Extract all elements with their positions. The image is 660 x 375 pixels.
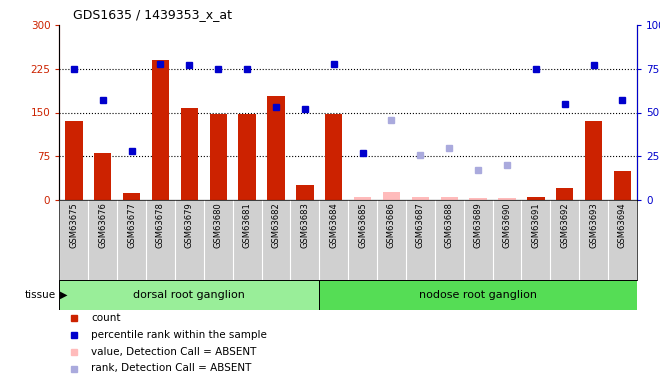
Text: GSM63679: GSM63679: [185, 202, 194, 248]
Bar: [354, 197, 371, 200]
Bar: [181, 108, 198, 200]
Bar: [65, 121, 82, 200]
Text: GDS1635 / 1439353_x_at: GDS1635 / 1439353_x_at: [73, 8, 232, 21]
Text: dorsal root ganglion: dorsal root ganglion: [133, 290, 246, 300]
Text: GSM63677: GSM63677: [127, 202, 136, 248]
Text: count: count: [91, 313, 121, 323]
Bar: [152, 60, 169, 200]
Bar: [556, 188, 574, 200]
Text: GSM63691: GSM63691: [531, 202, 541, 248]
Bar: [59, 280, 319, 310]
Text: GSM63694: GSM63694: [618, 202, 627, 248]
Bar: [614, 171, 631, 200]
Text: rank, Detection Call = ABSENT: rank, Detection Call = ABSENT: [91, 363, 251, 374]
Bar: [498, 198, 515, 200]
Text: GSM63684: GSM63684: [329, 202, 338, 248]
Text: tissue: tissue: [25, 290, 56, 300]
Text: GSM63675: GSM63675: [69, 202, 79, 248]
Text: GSM63693: GSM63693: [589, 202, 598, 248]
Bar: [383, 192, 400, 200]
Bar: [319, 280, 637, 310]
Text: GSM63689: GSM63689: [474, 202, 482, 248]
Bar: [296, 185, 314, 200]
Text: GSM63690: GSM63690: [502, 202, 512, 248]
Bar: [585, 121, 602, 200]
Text: GSM63692: GSM63692: [560, 202, 569, 248]
Bar: [238, 114, 256, 200]
Bar: [94, 153, 112, 200]
Text: GSM63682: GSM63682: [271, 202, 280, 248]
Bar: [469, 198, 486, 200]
Text: GSM63685: GSM63685: [358, 202, 367, 248]
Bar: [123, 193, 140, 200]
Text: GSM63680: GSM63680: [214, 202, 222, 248]
Bar: [527, 197, 544, 200]
Bar: [441, 197, 458, 200]
Text: GSM63687: GSM63687: [416, 202, 425, 248]
Text: GSM63678: GSM63678: [156, 202, 165, 248]
Bar: [267, 96, 284, 200]
Bar: [325, 114, 343, 200]
Text: GSM63683: GSM63683: [300, 202, 310, 248]
Text: GSM63686: GSM63686: [387, 202, 396, 248]
Bar: [210, 114, 227, 200]
Text: ▶: ▶: [60, 290, 67, 300]
Bar: [412, 197, 429, 200]
Text: nodose root ganglion: nodose root ganglion: [419, 290, 537, 300]
Text: GSM63688: GSM63688: [445, 202, 453, 248]
Text: GSM63676: GSM63676: [98, 202, 107, 248]
Text: percentile rank within the sample: percentile rank within the sample: [91, 330, 267, 340]
Text: value, Detection Call = ABSENT: value, Detection Call = ABSENT: [91, 346, 257, 357]
Text: GSM63681: GSM63681: [243, 202, 251, 248]
